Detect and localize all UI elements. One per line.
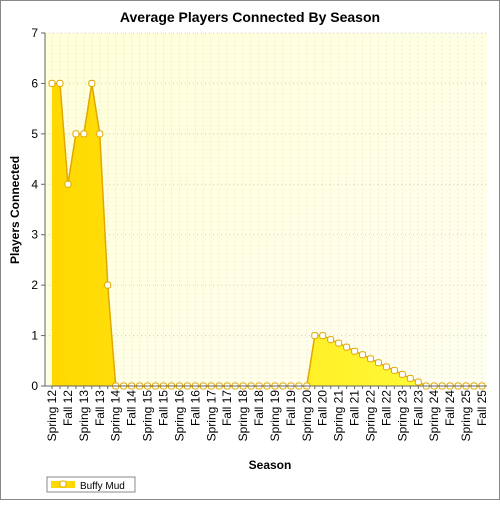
x-tick-label: Fall 18 (252, 390, 266, 426)
marker (343, 343, 351, 351)
y-axis-label: Players Connected (8, 156, 22, 264)
x-tick-label: Spring 13 (77, 390, 91, 442)
x-tick-label: Spring 19 (268, 390, 282, 442)
x-tick-label: Fall 20 (316, 390, 330, 426)
x-tick-label: Spring 14 (109, 390, 123, 442)
marker (390, 366, 398, 374)
x-tick-label: Fall 21 (348, 390, 362, 426)
marker (374, 359, 382, 367)
area (52, 83, 482, 386)
x-tick-label: Fall 13 (93, 390, 107, 426)
x-tick-label: Fall 16 (188, 390, 202, 426)
marker (335, 339, 343, 347)
x-tick-label: Fall 24 (443, 390, 457, 426)
marker (414, 378, 422, 386)
marker (359, 351, 367, 359)
y-tick-label: 0 (31, 379, 38, 393)
x-tick-label: Spring 23 (395, 390, 409, 442)
marker (80, 130, 88, 138)
legend-items: Buffy Mud (51, 480, 125, 492)
x-tick-label: Spring 12 (45, 390, 59, 442)
x-tick-label: Fall 14 (125, 390, 139, 426)
marker (382, 363, 390, 371)
y-tick-label: 1 (31, 329, 38, 343)
x-tick-label: Fall 22 (379, 390, 393, 426)
marker (56, 79, 64, 87)
marker (48, 79, 56, 87)
x-tick-label: Spring 21 (332, 390, 346, 442)
x-tick-label: Fall 17 (220, 390, 234, 426)
marker (104, 281, 112, 289)
x-tick-label: Fall 23 (411, 390, 425, 426)
y-tick-label: 6 (31, 76, 38, 90)
x-axis-label: Season (249, 458, 292, 472)
legend-label: Buffy Mud (80, 481, 125, 492)
x-tick-label: Fall 12 (61, 390, 75, 426)
legend (46, 476, 136, 493)
chart-title: Average Players Connected By Season (120, 9, 380, 25)
marker (96, 130, 104, 138)
x-tick-label: Fall 15 (156, 390, 170, 426)
plot-area (45, 33, 487, 386)
marker (319, 332, 327, 340)
legend-marker (59, 480, 67, 488)
x-tick-label: Fall 19 (284, 390, 298, 426)
x-tick-label: Spring 15 (141, 390, 155, 442)
y-tick-label: 4 (31, 177, 38, 191)
y-tick-label: 3 (31, 228, 38, 242)
marker (406, 374, 414, 382)
x-tick-label: Spring 24 (427, 390, 441, 442)
x-tick-label: Spring 25 (459, 390, 473, 442)
x-tick-label: Spring 20 (300, 390, 314, 442)
marker (64, 180, 72, 188)
x-tick-label: Spring 18 (236, 390, 250, 442)
marker (398, 370, 406, 378)
marker (311, 332, 319, 340)
x-tick-label: Spring 17 (204, 390, 218, 442)
marker (351, 347, 359, 355)
marker (327, 336, 335, 344)
x-tick-label: Fall 25 (475, 390, 489, 426)
y-tick-label: 7 (31, 26, 38, 40)
marker (72, 130, 80, 138)
y-tick-label: 5 (31, 127, 38, 141)
marker (88, 79, 96, 87)
marker (367, 355, 375, 363)
x-tick-label: Spring 22 (364, 390, 378, 442)
x-tick-label: Spring 16 (172, 390, 186, 442)
y-tick-label: 2 (31, 278, 38, 292)
